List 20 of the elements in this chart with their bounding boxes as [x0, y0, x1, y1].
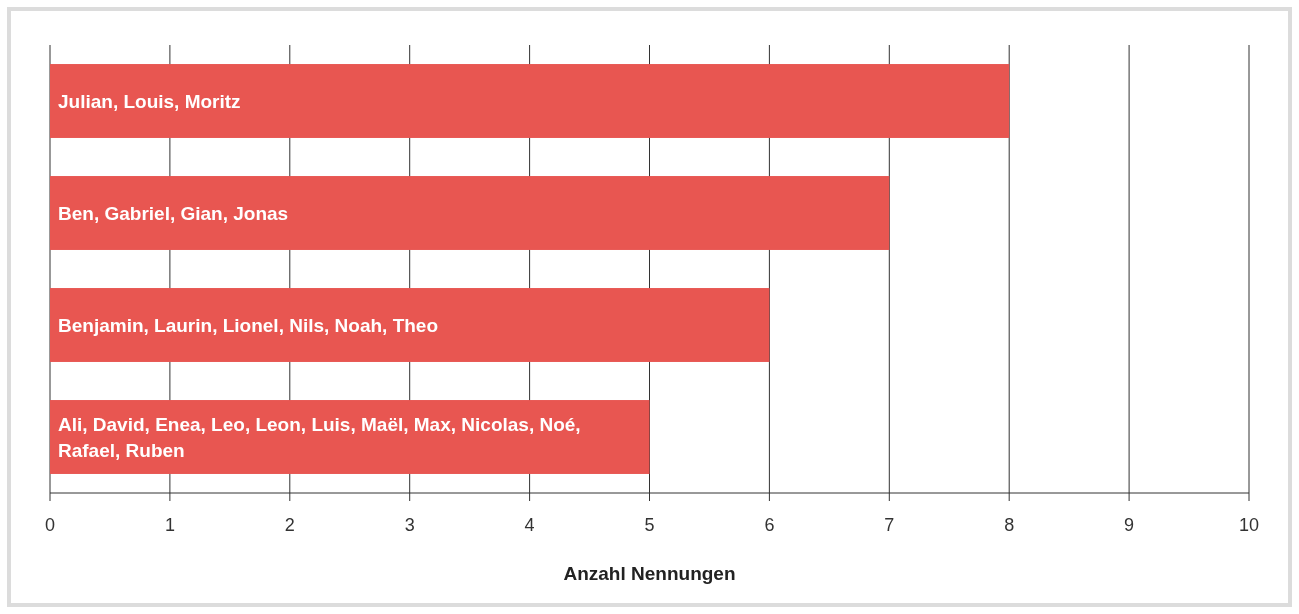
bar — [50, 176, 890, 250]
x-tick-label: 5 — [644, 515, 655, 535]
x-tick-label: 8 — [1004, 515, 1015, 535]
bar — [50, 400, 650, 474]
x-tick-label: 1 — [164, 515, 175, 535]
x-axis-title: Anzahl Nennungen — [563, 563, 736, 584]
x-tick-label: 7 — [884, 515, 895, 535]
y-tick-label: Julian, Louis, Moritz — [58, 90, 241, 112]
y-tick-label: Ben, Gabriel, Gian, Jonas — [58, 202, 289, 224]
x-tick-label: 4 — [524, 515, 535, 535]
y-tick-label: Benjamin, Laurin, Lionel, Nils, Noah, Theo — [58, 314, 439, 336]
x-tick-label: 0 — [44, 515, 56, 535]
bar — [50, 64, 1010, 138]
x-tick-label: 10 — [1238, 515, 1260, 535]
x-tick-label: 9 — [1124, 515, 1135, 535]
x-tick-label: 2 — [284, 515, 295, 535]
y-tick-label: Ali, David, Enea, Leo, Leon, Luis, Maël, Max, Nicolas, Noé, Rafael, Ruben — [58, 413, 581, 461]
bar — [50, 288, 770, 362]
x-tick-label: 6 — [764, 515, 775, 535]
x-tick-label: 3 — [404, 515, 415, 535]
